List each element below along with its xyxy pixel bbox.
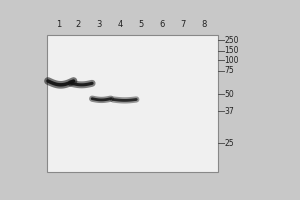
- Text: 1: 1: [56, 20, 61, 29]
- Text: 37: 37: [225, 107, 234, 116]
- Bar: [47, 35, 218, 172]
- Text: 5: 5: [138, 20, 144, 29]
- Text: 6: 6: [159, 20, 165, 29]
- Text: 7: 7: [180, 20, 185, 29]
- Text: 4: 4: [117, 20, 123, 29]
- Text: 75: 75: [225, 66, 234, 75]
- Text: 25: 25: [225, 139, 234, 148]
- Text: 250: 250: [225, 36, 239, 45]
- Text: 3: 3: [96, 20, 102, 29]
- Text: 100: 100: [225, 56, 239, 65]
- Text: 8: 8: [201, 20, 206, 29]
- Text: 150: 150: [225, 46, 239, 55]
- Text: 50: 50: [225, 90, 234, 99]
- Text: 2: 2: [76, 20, 81, 29]
